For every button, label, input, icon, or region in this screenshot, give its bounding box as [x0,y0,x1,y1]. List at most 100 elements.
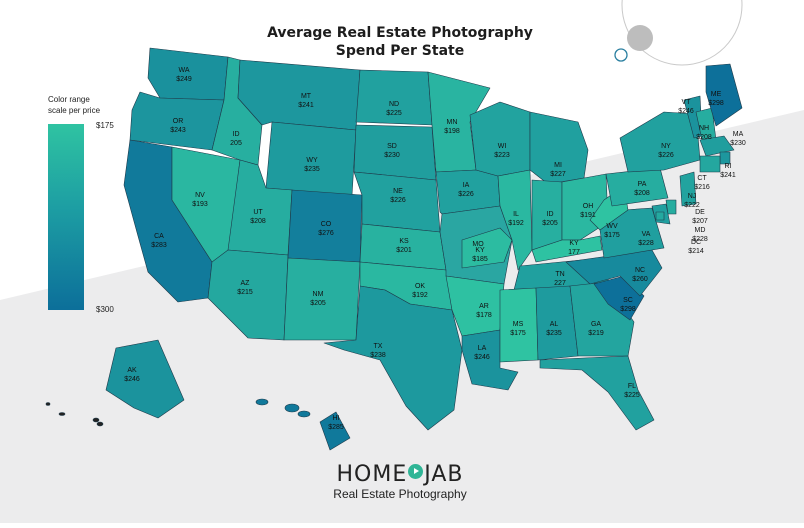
state-price-label: $222 [684,202,700,209]
logo-text-home: HOME [336,462,408,487]
state-price-label: $298 [708,100,724,107]
state-abbr-label: KY [475,247,485,254]
state-wi [469,101,531,177]
state-price-label: $178 [476,312,492,319]
state-ky [461,227,513,269]
state-abbr-label: AK [127,367,137,374]
decor-circle-large [621,0,743,66]
state-price-label: $198 [444,128,460,135]
state-abbr-label: RI [725,163,732,170]
state-price-label: $243 [170,127,186,134]
legend-title-line-1: Color range [48,95,90,104]
state-abbr-label: MT [301,93,312,100]
state-wa [147,47,229,101]
state-abbr-label: LA [478,345,487,352]
state-price-label: $207 [692,218,708,225]
state-price-label: $227 [550,171,566,178]
state-abbr-label: PA [638,181,647,188]
state-abbr-label: ND [389,101,399,108]
state-price-label: $193 [192,201,208,208]
state-abbr-label: ID [233,131,240,138]
state-price-label: $298 [620,306,636,313]
state-price-label: $228 [638,240,654,247]
state-price-label: $226 [458,191,474,198]
state-nm [283,257,361,341]
island-shape [284,403,300,413]
decor-circle-small [614,48,628,62]
state-abbr-label: MS [513,321,524,328]
state-price-label: $192 [412,292,428,299]
state-abbr-label: NM [313,291,324,298]
state-price-label: $246 [124,376,140,383]
state-price-label: $238 [370,352,386,359]
state-price-label: $219 [588,330,604,337]
state-abbr-label: WA [178,67,189,74]
state-abbr-label: UT [253,209,263,216]
state-price-label: $241 [298,102,314,109]
state-price-label: $185 [472,256,488,263]
state-abbr-label: HI [333,415,340,422]
state-abbr-label: NV [195,192,205,199]
state-price-label: 205 [230,140,242,147]
island-shape [58,412,66,416]
state-ma [699,135,735,157]
state-abbr-label: NH [699,125,709,132]
state-price-label: $192 [508,220,524,227]
state-abbr-label: AZ [241,280,251,287]
play-icon [408,464,424,479]
state-price-label: $208 [634,190,650,197]
state-abbr-label: TX [374,343,383,350]
state-abbr-label: NE [393,188,403,195]
title-line-2: Spend Per State [335,43,465,59]
state-abbr-label: VA [642,231,651,238]
state-dc [655,211,665,221]
state-price-label: $276 [318,230,334,237]
island-shape [255,398,269,406]
state-price-label: $285 [328,424,344,431]
state-abbr-label: KS [399,238,409,245]
state-abbr-label: OK [415,283,425,290]
labels-layer: WA $249 OR $243 CA $283 NV $193 ID 205 MT $241 WY $23… [124,67,746,431]
state-abbr-label: MD [695,227,706,234]
state-abbr-label: MI [554,162,562,169]
state-abbr-label: ID [547,211,554,218]
state-price-label: $241 [720,172,736,179]
state-abbr-label: WV [606,223,618,230]
state-abbr-label: AL [550,321,559,328]
state-abbr-label: OR [173,118,184,125]
state-price-label: 177 [568,249,580,256]
state-price-label: $216 [694,184,710,191]
state-nj [679,171,697,207]
state-hi [319,411,351,451]
legend-title-line-2: scale per price [48,106,101,115]
brand-logo: HOME JAB [300,462,500,487]
state-price-label: $246 [678,108,694,115]
state-abbr-label: CA [154,233,164,240]
state-price-label: $228 [692,236,708,243]
state-abbr-label: WY [306,157,318,164]
state-abbr-label: MA [733,131,744,138]
state-abbr-label: ME [711,91,722,98]
state-price-label: $225 [624,392,640,399]
legend-color-bar [48,124,84,310]
state-abbr-label: TN [555,271,564,278]
island-shape [92,417,100,423]
state-price-label: $191 [580,212,596,219]
state-price-label: $225 [386,110,402,117]
state-abbr-label: AR [479,303,489,310]
state-abbr-label: NY [661,143,671,150]
state-abbr-label: GA [591,321,601,328]
state-price-label: $214 [688,248,704,255]
decor-circle-grey [627,25,653,51]
state-price-label: $283 [151,242,167,249]
state-price-label: $226 [390,197,406,204]
state-price-label: $230 [384,152,400,159]
island-shape [297,410,311,418]
state-price-label: $201 [396,247,412,254]
state-ct [699,155,721,173]
state-abbr-label: NC [635,267,645,274]
state-price-label: $205 [310,300,326,307]
state-abbr-label: CO [321,221,332,228]
states-layer [45,47,743,451]
state-abbr-label: FL [628,383,636,390]
